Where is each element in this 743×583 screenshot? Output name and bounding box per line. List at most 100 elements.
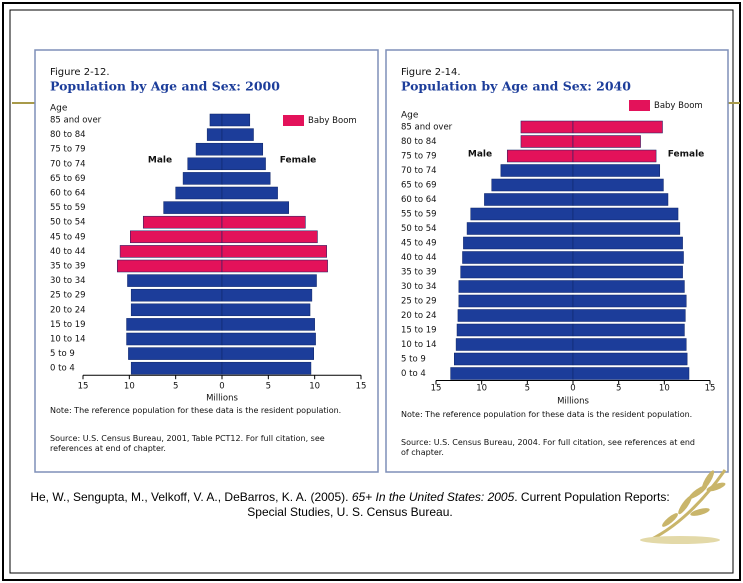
bar: [572, 294, 687, 308]
x-tick-label: 15: [78, 382, 89, 392]
category-label: 20 to 24: [401, 311, 437, 321]
category-label: 35 to 39: [401, 268, 437, 278]
series-label: Male: [148, 156, 172, 166]
bar: [221, 215, 306, 229]
category-label: 65 to 69: [401, 181, 437, 191]
bar: [572, 352, 688, 366]
bar: [221, 274, 317, 287]
category-label: 60 to 64: [401, 195, 437, 205]
category-label: 70 to 74: [50, 159, 86, 169]
x-tick-label: 10: [124, 382, 135, 392]
bar: [572, 309, 686, 322]
bar: [221, 288, 313, 302]
bar: [221, 259, 328, 273]
chart-title: Population by Age and Sex: 2040: [401, 79, 631, 94]
category-label: 35 to 39: [50, 262, 86, 272]
bar: [195, 142, 223, 156]
bar: [572, 280, 685, 293]
bar: [221, 361, 312, 375]
x-tick-label: 0: [219, 382, 224, 392]
bar: [520, 120, 574, 134]
x-axis-label: Millions: [557, 397, 589, 407]
category-label: 40 to 44: [401, 253, 437, 263]
bar: [206, 128, 223, 141]
category-label: 65 to 69: [50, 174, 86, 184]
bar: [572, 265, 683, 279]
bar: [450, 367, 574, 380]
bar: [466, 222, 574, 235]
category-label: 0 to 4: [50, 364, 75, 374]
category-label: 10 to 14: [401, 340, 437, 350]
bar: [221, 113, 251, 127]
category-label: 55 to 59: [401, 210, 437, 220]
bar: [462, 251, 574, 264]
category-label: 25 to 29: [401, 297, 437, 307]
bar: [128, 347, 223, 360]
y-axis-label: Age: [50, 104, 68, 114]
bar: [572, 251, 684, 264]
bar: [491, 178, 574, 192]
category-label: 80 to 84: [401, 137, 437, 147]
bar: [572, 193, 669, 206]
bar: [572, 236, 683, 250]
bar: [221, 332, 316, 346]
bar: [163, 201, 223, 214]
bar: [572, 338, 687, 351]
bar: [454, 352, 574, 366]
category-label: 45 to 49: [50, 232, 86, 242]
citation-text: . Current Population Reports: Special St…: [247, 490, 670, 519]
category-label: 50 to 54: [50, 218, 86, 228]
category-label: 75 to 79: [50, 145, 86, 155]
series-label: Male: [468, 150, 492, 160]
figure-label: Figure 2-14.: [401, 67, 461, 78]
bar: [460, 265, 574, 279]
legend-swatch: [629, 100, 650, 111]
bar: [119, 245, 223, 258]
category-label: 45 to 49: [401, 239, 437, 249]
bar: [221, 142, 264, 156]
category-label: 25 to 29: [50, 291, 86, 301]
category-label: 75 to 79: [401, 152, 437, 162]
bar: [209, 113, 223, 127]
category-label: 30 to 34: [50, 276, 86, 286]
category-label: 85 and over: [401, 123, 453, 133]
series-label: Female: [668, 150, 705, 160]
note: Note: The reference population for these…: [50, 406, 342, 415]
figure-label: Figure 2-12.: [50, 67, 110, 78]
bar: [221, 157, 266, 171]
x-tick-label: 10: [476, 384, 487, 394]
bar: [463, 236, 574, 250]
laurel: [640, 469, 727, 544]
inner-border: [9, 9, 734, 574]
bar: [484, 193, 574, 206]
note: Note: The reference population for these…: [401, 410, 693, 419]
bar: [221, 201, 289, 214]
bar: [221, 186, 278, 200]
bar: [572, 120, 663, 134]
x-tick-label: 5: [266, 382, 271, 392]
x-tick-label: 10: [659, 384, 670, 394]
category-label: 55 to 59: [50, 203, 86, 213]
citation: He, W., Sengupta, M., Velkoff, V. A., De…: [30, 490, 670, 520]
series-label: Female: [280, 156, 317, 166]
bar: [458, 280, 574, 293]
x-tick-label: 15: [356, 382, 367, 392]
bar: [221, 347, 314, 360]
bar: [221, 245, 327, 258]
bar: [221, 230, 318, 244]
category-label: 30 to 34: [401, 282, 437, 292]
bar: [456, 323, 574, 337]
bar: [572, 367, 690, 380]
citation-text: He, W., Sengupta, M., Velkoff, V. A., De…: [30, 490, 352, 504]
category-label: 50 to 54: [401, 224, 437, 234]
bar: [500, 164, 574, 177]
bar: [572, 207, 679, 221]
bar: [221, 303, 311, 317]
bar: [130, 361, 223, 375]
bar: [127, 274, 223, 287]
bar: [506, 149, 574, 163]
bar: [221, 128, 254, 141]
bar: [130, 230, 223, 244]
